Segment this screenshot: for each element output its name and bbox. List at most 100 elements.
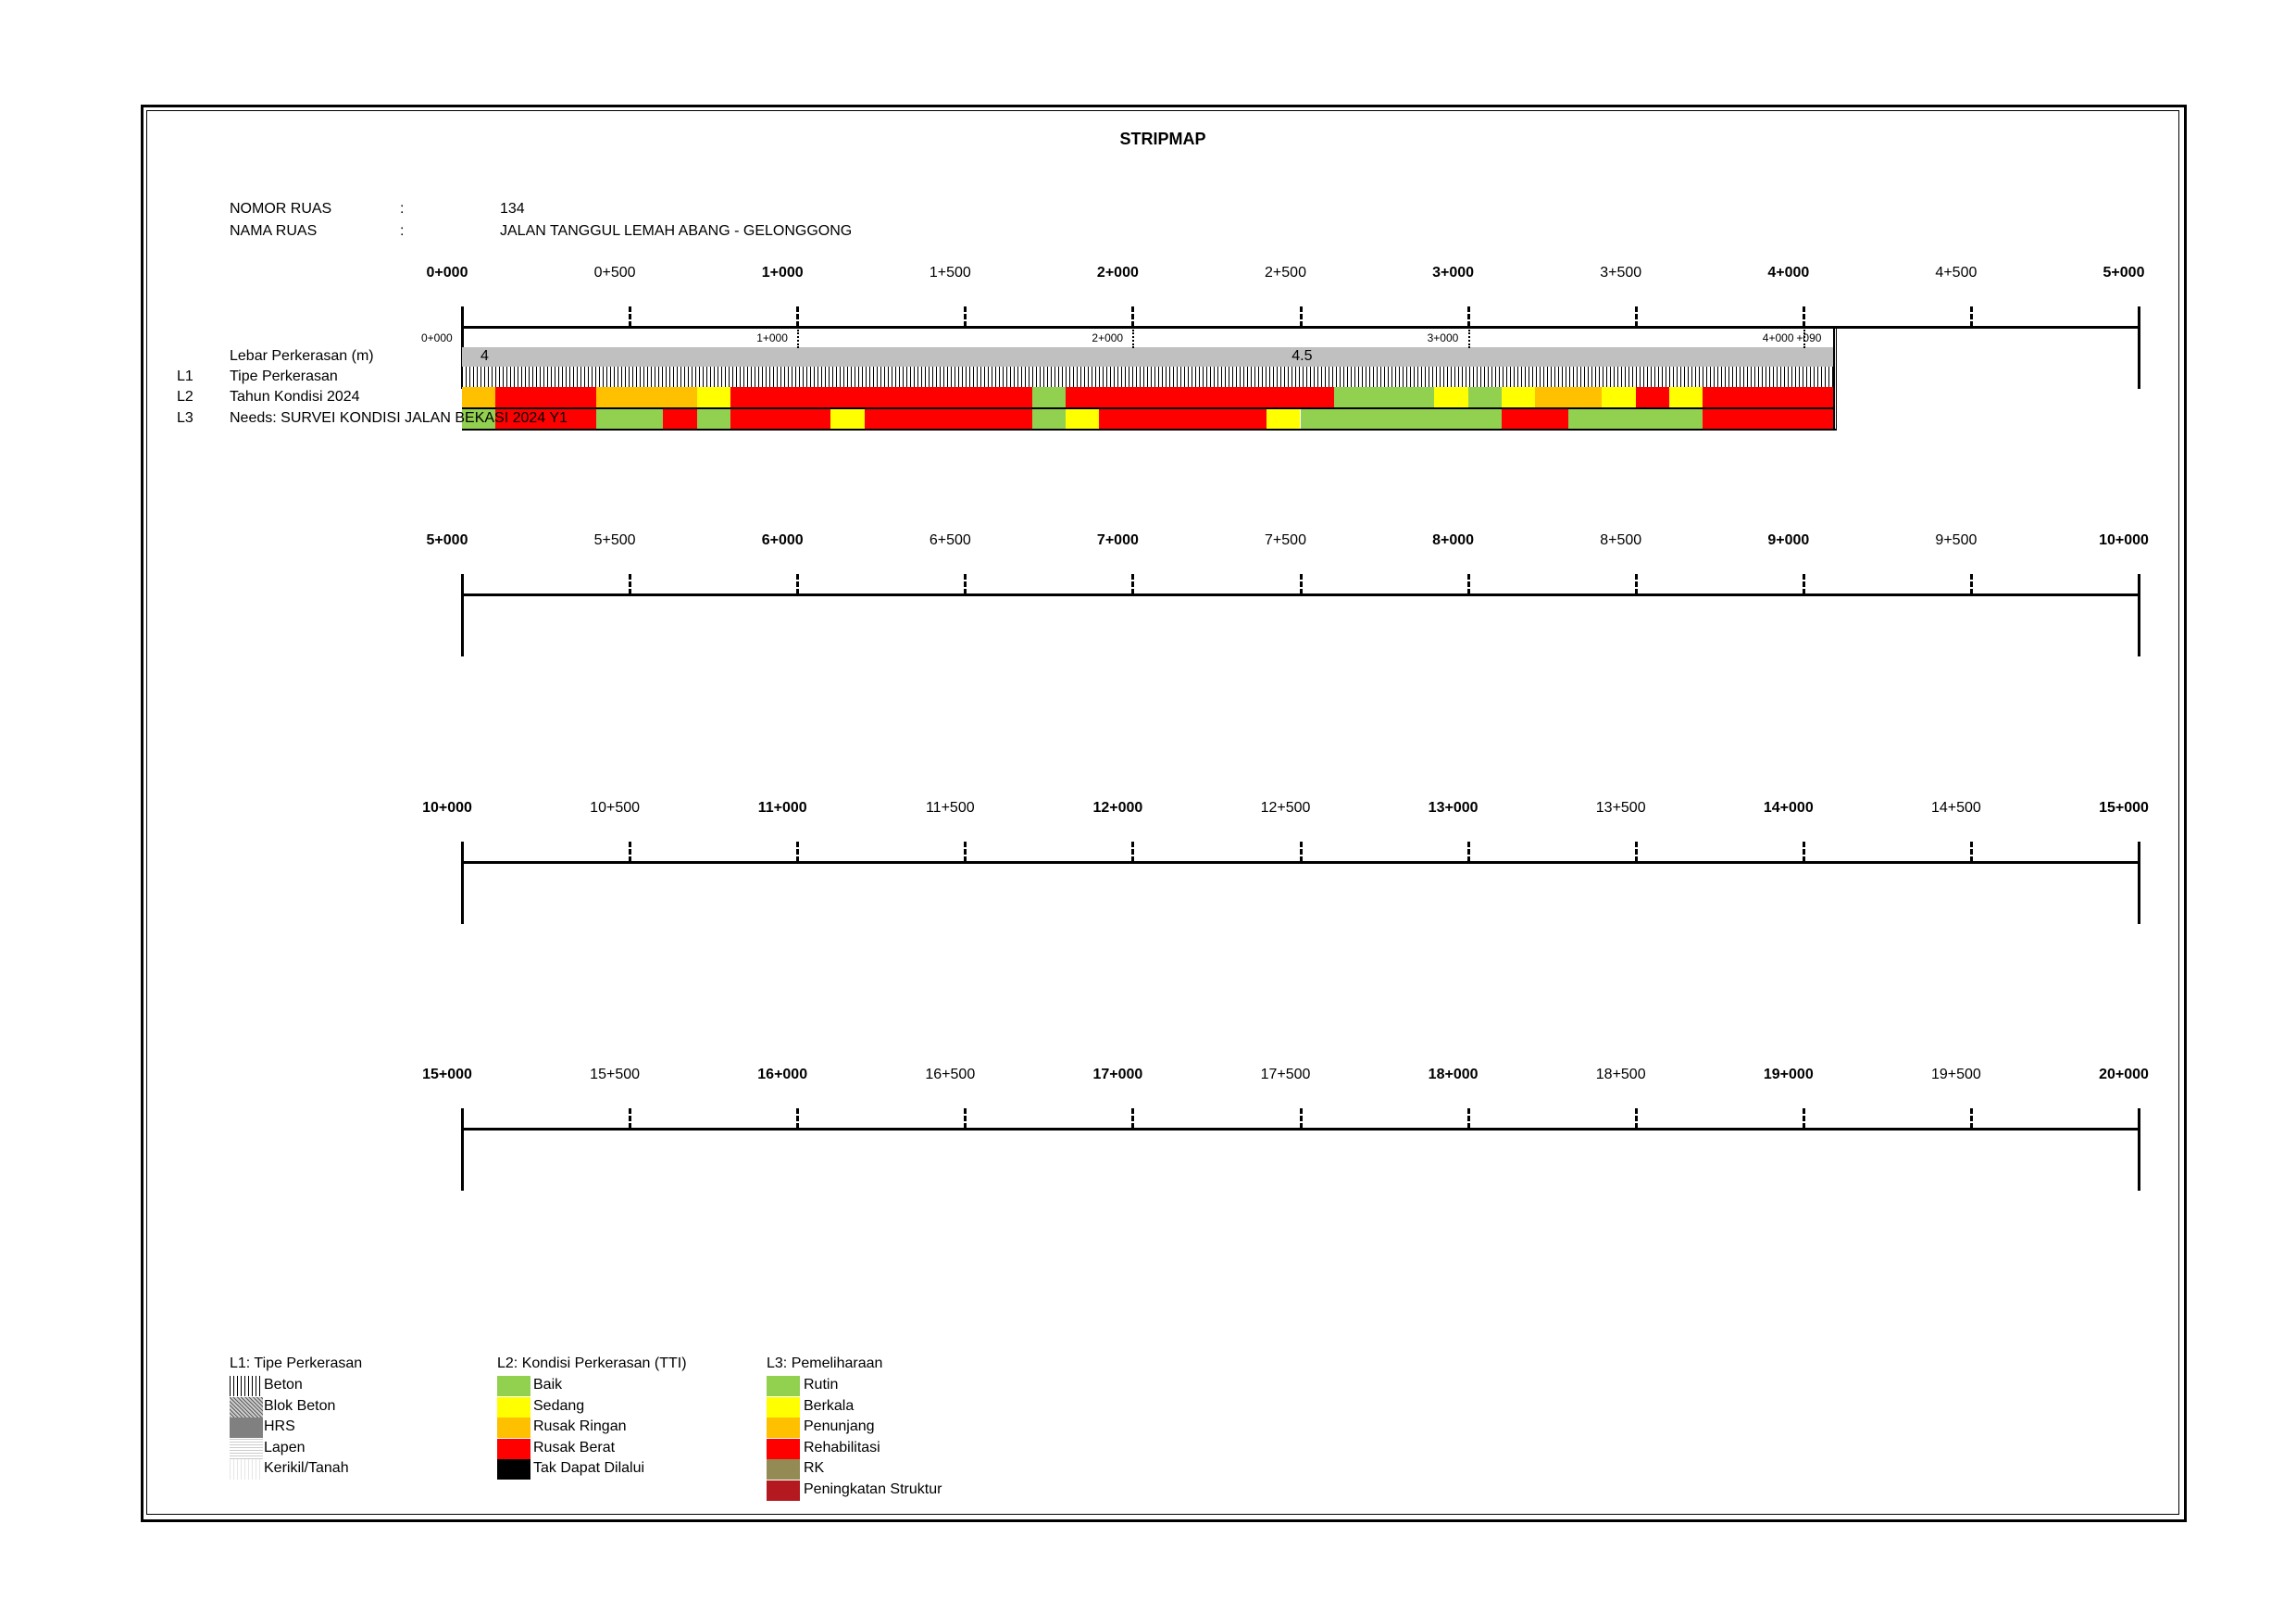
km-label: 15+500 [590, 1067, 641, 1082]
km-tick [1634, 306, 1638, 327]
strip-km-marker [1132, 330, 1135, 348]
legend-swatch [767, 1418, 800, 1438]
axis-end-marker [2138, 574, 2140, 656]
km-label: 3+500 [1600, 265, 1642, 281]
l3-needs-segment [1703, 409, 1834, 429]
nama-ruas-label: NAMA RUAS [230, 223, 318, 239]
legend-l2-item: Rusak Berat [533, 1439, 616, 1455]
legend-swatch [497, 1438, 530, 1459]
km-label: 20+000 [2099, 1067, 2149, 1082]
km-tick [1299, 1108, 1303, 1129]
legend-l3-item: Rutin [804, 1377, 839, 1393]
l3-needs-segment [1031, 409, 1066, 429]
l3-code: L3 [177, 410, 193, 426]
legend-l1-item: HRS [264, 1418, 295, 1434]
l3-needs-segment [1065, 409, 1100, 429]
strip-km-label: 2+000 [1092, 331, 1124, 344]
km-tick [1634, 574, 1638, 594]
km-tick [1131, 306, 1135, 327]
legend-swatch [767, 1438, 800, 1459]
l3-needs-segment [462, 409, 496, 429]
km-tick [964, 306, 967, 327]
km-label: 9+000 [1767, 532, 1810, 548]
km-tick [964, 574, 967, 594]
km-label: 19+500 [1930, 1067, 1981, 1082]
axis-start-marker [461, 842, 464, 924]
l2-condition-segment [1668, 387, 1703, 407]
km-tick [1299, 574, 1303, 594]
inner-border [146, 110, 2179, 1515]
legend-l1-item: Lapen [264, 1439, 306, 1455]
nama-ruas-value: JALAN TANGGUL LEMAH ABANG - GELONGGONG [500, 223, 853, 239]
axis-start-marker [461, 574, 464, 656]
nomor-ruas-value: 134 [500, 201, 525, 217]
l3-label: Needs: SURVEI KONDISI JALAN BEKASI 2024 … [230, 410, 568, 426]
l1-code: L1 [177, 369, 193, 384]
km-label: 1+500 [929, 265, 971, 281]
legend-swatch-hrs [230, 1418, 263, 1438]
legend-l1-item: Blok Beton [264, 1397, 336, 1414]
l2-condition-segment [1031, 387, 1066, 407]
km-label: 14+500 [1930, 800, 1981, 816]
l2-code: L2 [177, 389, 193, 405]
km-tick [1299, 306, 1303, 327]
legend-swatch-beton [230, 1376, 263, 1396]
km-label: 12+000 [1092, 800, 1143, 816]
lebar-value: 4.5 [1292, 348, 1313, 364]
l2-condition-segment [1333, 387, 1435, 407]
l3-needs-segment [595, 409, 664, 429]
km-label: 13+000 [1428, 800, 1479, 816]
km-tick [1802, 842, 1805, 862]
km-label: 0+000 [426, 265, 468, 281]
legend-l3-item: Berkala [804, 1397, 855, 1414]
l3-needs-segment [1099, 409, 1267, 429]
l1-beton-segment [462, 367, 1834, 387]
l2-condition-segment [1602, 387, 1636, 407]
strip-km-marker [1467, 330, 1470, 348]
km-tick [1466, 306, 1470, 327]
legend-swatch [767, 1480, 800, 1501]
legend-l3-item: RK [804, 1460, 825, 1476]
nama-ruas-separator: : [400, 223, 405, 239]
strip-km-marker [1803, 330, 1805, 348]
legend-l1-item: Beton [264, 1377, 303, 1393]
l3-needs-segment [1501, 409, 1569, 429]
km-label: 17+000 [1092, 1067, 1143, 1082]
km-tick [1802, 1108, 1805, 1129]
legend-swatch [767, 1376, 800, 1396]
strip-end-label: +090 [1796, 331, 1822, 344]
km-tick [629, 842, 632, 862]
km-label: 6+500 [929, 532, 971, 548]
l2-condition-segment [462, 387, 496, 407]
km-tick [1466, 842, 1470, 862]
legend-swatch-lapen [230, 1438, 263, 1459]
km-label: 12+500 [1260, 800, 1311, 816]
l3-needs-segment [730, 409, 831, 429]
l2-condition-segment [595, 387, 697, 407]
l2-condition-segment [1635, 387, 1669, 407]
l2-condition-segment [730, 387, 1032, 407]
nomor-ruas-separator: : [400, 201, 405, 217]
l2-l3-divider [462, 407, 1834, 409]
km-label: 15+000 [2099, 800, 2149, 816]
km-label: 18+500 [1595, 1067, 1646, 1082]
km-axis-line [462, 593, 2139, 596]
lebar-segment [462, 347, 496, 367]
strip-km-label: 3+000 [1427, 331, 1459, 344]
legend-l3-item: Rehabilitasi [804, 1439, 880, 1455]
legend-swatch [497, 1418, 530, 1438]
km-label: 8+500 [1600, 532, 1642, 548]
km-tick [1131, 842, 1135, 862]
km-tick [1802, 306, 1805, 327]
km-tick [796, 842, 800, 862]
nomor-ruas-label: NOMOR RUAS [230, 201, 332, 217]
km-tick [1299, 842, 1303, 862]
km-label: 10+000 [2099, 532, 2149, 548]
l3-needs-segment [1267, 409, 1301, 429]
km-label: 1+000 [761, 265, 804, 281]
km-tick [1131, 1108, 1135, 1129]
km-axis-line [462, 1128, 2139, 1131]
km-label: 7+000 [1096, 532, 1139, 548]
l2-condition-segment [1703, 387, 1834, 407]
legend-swatch [767, 1396, 800, 1418]
